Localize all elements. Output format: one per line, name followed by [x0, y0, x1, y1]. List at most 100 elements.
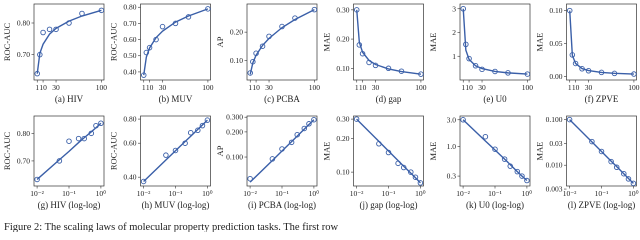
y-tick-label: 0.20 [336, 134, 349, 143]
x-tick-label: 100 [309, 83, 321, 92]
y-tick-label: 0.10 [336, 168, 349, 177]
x-tick-label: 10⁰ [415, 189, 426, 198]
x-tick-label: 10⁻¹ [595, 189, 609, 198]
data-point [472, 63, 479, 69]
y-tick-label: 0.50 [123, 51, 136, 60]
y-tick-label: 1.0 [447, 142, 457, 151]
data-point [195, 127, 201, 134]
data-point [66, 138, 72, 144]
data-point [507, 163, 513, 169]
data-point [417, 180, 424, 186]
data-point [279, 23, 285, 30]
x-tick-label: 30 [52, 83, 60, 92]
data-point [250, 58, 256, 65]
data-point [140, 178, 147, 185]
y-tick-label: 0.100 [546, 115, 563, 124]
panel-title: (g) HIV (log-log) [38, 200, 101, 210]
data-point [140, 72, 147, 78]
x-tick-label: 10⁻¹ [275, 189, 289, 198]
data-point [34, 176, 40, 183]
data-point [356, 42, 363, 48]
y-axis-label: MAE [535, 142, 545, 161]
panel-title: (a) HIV [55, 94, 84, 104]
x-tick-label: 10 [252, 83, 260, 92]
data-point [98, 120, 104, 127]
data-point [385, 149, 392, 156]
data-point [598, 148, 605, 155]
y-tick-label: 0.00 [549, 72, 562, 81]
y-tick-label: 0.300 [226, 113, 243, 122]
y-axis-label: MAE [535, 33, 545, 52]
y-axis-label: ROC-AUC [2, 132, 12, 171]
data-point [353, 7, 360, 13]
data-point [479, 66, 485, 73]
data-point [492, 146, 498, 152]
y-tick-label: 0.3 [447, 172, 457, 181]
data-point [172, 147, 179, 154]
data-point [46, 26, 53, 33]
x-tick-label: 10⁰ [522, 189, 533, 198]
data-point [199, 122, 206, 129]
data-point [372, 62, 379, 69]
data-point [146, 44, 153, 51]
data-point [631, 71, 637, 77]
data-point [159, 23, 166, 30]
x-tick-label: 10⁻² [456, 189, 470, 198]
data-point [359, 50, 366, 57]
panel-title: (h) MUV (log-log) [142, 200, 210, 210]
x-tick-label: 10⁻¹ [62, 189, 76, 198]
panel-title: (j) gap (log-log) [360, 200, 418, 210]
data-point [579, 66, 585, 72]
y-tick-label: 0.40 [123, 67, 136, 76]
plot-frame [33, 3, 105, 81]
x-tick-label: 1 [461, 83, 465, 92]
y-tick-label: 1 [452, 52, 456, 61]
data-point [460, 117, 466, 123]
data-point [492, 68, 498, 75]
y-tick-label: 0.80 [123, 3, 136, 12]
plot-frame [353, 3, 424, 81]
x-tick-label: 100 [96, 83, 108, 92]
data-point [311, 6, 318, 13]
data-point [366, 59, 372, 66]
fit-line [569, 119, 634, 184]
y-tick-label: 0.100 [226, 153, 243, 162]
x-tick-label: 30 [372, 83, 380, 92]
panel-title: (b) MUV [159, 94, 193, 104]
x-tick-label: 10⁰ [202, 189, 213, 198]
x-tick-label: 10 [572, 83, 580, 92]
x-tick-label: 1 [248, 83, 252, 92]
y-tick-label: 0.20 [336, 35, 349, 44]
fit-line [249, 119, 315, 183]
data-point [143, 49, 150, 56]
plot-frame [246, 3, 318, 81]
x-tick-label: 10⁻¹ [169, 189, 183, 198]
data-point [482, 133, 489, 140]
fit-line [143, 8, 209, 76]
data-point [253, 50, 259, 57]
x-tick-label: 1 [35, 83, 39, 92]
y-tick-label: 0.03 [549, 139, 562, 148]
fit-line [356, 118, 421, 184]
panel-title: (i) PCBA (log-log) [248, 200, 316, 210]
data-point [269, 156, 276, 162]
x-tick-label: 1 [568, 83, 572, 92]
data-point [182, 140, 188, 146]
data-point [40, 29, 46, 36]
data-point [266, 33, 272, 40]
y-tick-label: 0.003 [546, 185, 563, 194]
data-point [466, 55, 472, 62]
panel-title: (d) gap [376, 94, 402, 104]
y-tick-label: 0.05 [549, 39, 562, 48]
y-axis-label: MAE [428, 33, 438, 52]
y-axis-label: MAE [322, 33, 332, 52]
data-point [613, 164, 620, 171]
fit-line [569, 10, 634, 75]
data-point [598, 69, 605, 76]
panel-title: (f) ZPVE [585, 94, 619, 104]
data-point [621, 170, 627, 177]
data-point [75, 135, 82, 142]
data-point [288, 139, 295, 146]
fit-line [36, 9, 102, 74]
y-axis-label: ROC-AUC [2, 23, 12, 62]
